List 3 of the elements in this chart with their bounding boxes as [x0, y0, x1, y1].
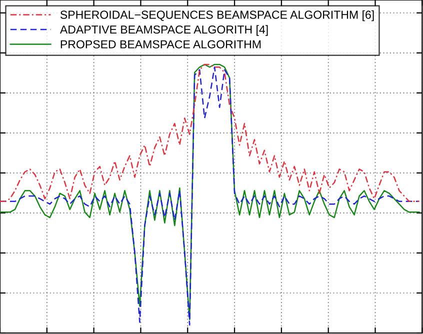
- legend-label: PROPSED BEAMSPACE ALGORITHM: [60, 40, 261, 48]
- legend-label: SPHEROIDAL−SEQUENCES BEAMSPACE ALGORITHM [6]: [60, 10, 374, 22]
- legend-label: ADAPTIVE BEAMSPACE ALGORITH [4]: [60, 25, 268, 36]
